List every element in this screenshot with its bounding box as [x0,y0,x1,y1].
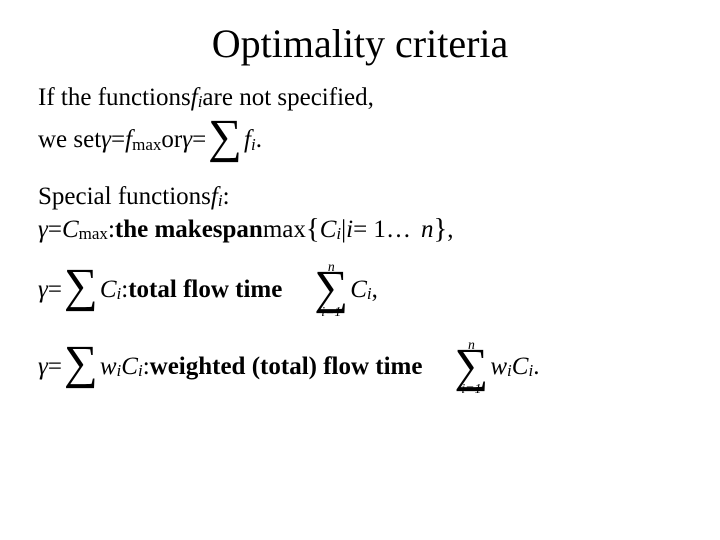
f2: f [244,127,251,152]
i4: i [336,225,341,242]
sym-i: i [198,93,203,110]
l2a: we set [38,127,101,152]
eq1: = [111,127,125,152]
l3b: : [223,184,230,209]
w6b: w [490,354,507,379]
w6: w [100,354,117,379]
Cmax-sub: max [79,225,108,242]
eq2: = [192,127,206,152]
l1b: are not specified, [202,85,373,110]
sym-f: f [191,85,198,110]
fmax-f: f [125,127,132,152]
sigma2-icon: ∑ [64,269,98,305]
C6: C [121,354,138,379]
slide-title: Optimality criteria [38,20,682,67]
period6: . [533,354,539,379]
eq3: = [48,217,62,242]
gamma4: γ [38,277,48,302]
l4e: = 1 [353,217,386,242]
lbrace: { [306,215,320,244]
C5b: C [350,277,367,302]
n4: n [421,217,434,242]
Cmax-C: C [62,217,79,242]
line-1: If the functions fi are not specified, [38,85,682,110]
comma4: , [447,217,453,242]
makespan-label: the makespan [115,217,263,242]
C6b: C [512,354,529,379]
C5: C [100,277,117,302]
l3a: Special functions [38,184,211,209]
totalflow-label: total flow time [128,277,282,302]
sigma-icon: ∑ [208,120,242,156]
comma5: , [372,277,378,302]
period1: . [256,127,262,152]
fmax-sub: max [132,136,161,153]
rbrace: } [433,215,447,244]
Ci6: i [138,362,143,379]
gamma1: γ [101,127,111,152]
l2b: or [161,127,182,152]
eq5: = [48,354,62,379]
line-2: we set γ = fmax or γ = ∑ fi . [38,122,682,158]
wi6: i [117,362,122,379]
i4b: i [346,217,353,242]
l5a: : [121,277,128,302]
sigma-limits-2: n ∑ i=1 [454,339,488,394]
C4: C [320,217,337,242]
i5: i [117,285,122,302]
gamma5: γ [38,354,48,379]
lim-i1: i=1 [321,306,341,317]
l4b: : [108,217,115,242]
l6a: : [143,354,150,379]
eq4: = [48,277,62,302]
lim-i2: i=1 [461,383,481,394]
line-4: γ = Cmax : the makespan max { Ci | i = 1… [38,215,682,244]
l1a: If the functions [38,85,191,110]
sigma3-icon: ∑ [64,346,98,382]
gamma3: γ [38,217,48,242]
ell: … [386,217,411,242]
wi6b: i [507,362,512,379]
f3: f [211,184,218,209]
sig2: ∑ [454,350,488,383]
line-6: γ = ∑ wi Ci : weighted (total) flow time… [38,339,682,394]
Ci6b: i [528,362,533,379]
l4c: max [263,217,306,242]
sigma-limits-1: n ∑ i=1 [314,261,348,316]
sig1: ∑ [314,272,348,305]
i3: i [218,192,223,209]
i2: i [251,136,256,153]
line-3: Special functions fi : [38,184,682,209]
i5b: i [367,285,372,302]
gamma2: γ [182,127,192,152]
line-5: γ = ∑ Ci : total flow time n ∑ i=1 Ci , [38,261,682,316]
weighted-label: weighted (total) flow time [150,354,423,379]
